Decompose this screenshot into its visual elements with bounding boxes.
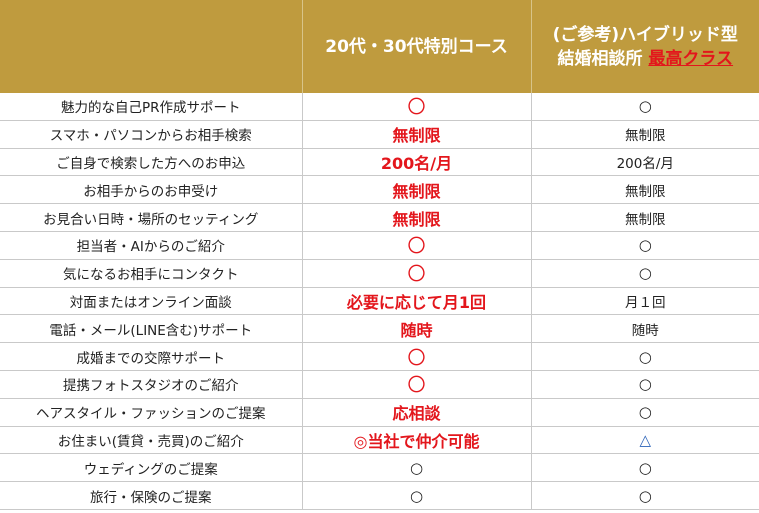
hybrid-course-value: ○	[530, 93, 759, 121]
row-label: お見合い日時・場所のセッティング	[0, 203, 303, 232]
special-course-value: 〇	[301, 369, 532, 399]
table-row: ヘアスタイル・ファッションのご提案 応相談 ○	[0, 397, 759, 427]
header-top-class-highlight: 最高クラス	[648, 48, 734, 69]
table-row: お住まい(賃貸・売買)のご紹介 ◎当社で仲介可能 △	[0, 425, 759, 455]
row-label: スマホ・パソコンからお相手検索	[0, 119, 303, 149]
table-row: 成婚までの交際サポート 〇 ○	[0, 342, 759, 371]
row-label: 魅力的な自己PR作成サポート	[0, 93, 303, 121]
special-course-value: 無制限	[301, 119, 532, 149]
hybrid-course-value: 月１回	[530, 286, 759, 316]
hybrid-course-value: ○	[530, 342, 759, 371]
special-course-value: 〇	[301, 93, 532, 121]
special-course-value: 無制限	[301, 175, 532, 205]
table-row: ウェディングのご提案 ○ ○	[0, 453, 759, 483]
row-label: ご自身で検索した方へのお申込	[0, 147, 303, 177]
special-course-value: ○	[301, 453, 532, 483]
header-hybrid-course: (ご参考)ハイブリッド型 結婚相談所 最高クラス	[531, 0, 759, 93]
header-hybrid-line2: 結婚相談所 最高クラス	[532, 47, 759, 71]
table-row: 対面またはオンライン面談 必要に応じて月1回 月１回	[0, 286, 759, 316]
hybrid-course-value: ○	[530, 481, 759, 510]
row-label: 電話・メール(LINE含む)サポート	[0, 314, 303, 344]
header-row: 20代・30代特別コース (ご参考)ハイブリッド型 結婚相談所 最高クラス	[0, 0, 759, 93]
hybrid-course-value: ○	[530, 453, 759, 483]
hybrid-course-value: 無制限	[530, 119, 759, 149]
row-label: 成婚までの交際サポート	[0, 342, 303, 371]
table-row: 魅力的な自己PR作成サポート 〇 ○	[0, 93, 759, 121]
header-hybrid-prefix: 結婚相談所	[557, 48, 649, 69]
special-course-value: 〇	[301, 342, 532, 371]
table-row: スマホ・パソコンからお相手検索 無制限 無制限	[0, 119, 759, 149]
hybrid-course-value: ○	[530, 258, 759, 288]
special-course-value: ○	[301, 481, 532, 510]
special-course-value: 200名/月	[301, 147, 532, 177]
special-course-value: 必要に応じて月1回	[301, 286, 532, 316]
hybrid-course-value: 無制限	[530, 203, 759, 232]
header-special-course: 20代・30代特別コース	[302, 0, 532, 93]
row-label: 担当者・AIからのご紹介	[0, 230, 303, 260]
row-label: 提携フォトスタジオのご紹介	[0, 369, 303, 399]
row-label: 気になるお相手にコンタクト	[0, 258, 303, 288]
hybrid-course-value: 無制限	[530, 175, 759, 205]
row-label: 対面またはオンライン面談	[0, 286, 303, 316]
hybrid-course-value: 随時	[530, 314, 759, 344]
hybrid-course-value: 200名/月	[530, 147, 759, 177]
table-row: 電話・メール(LINE含む)サポート 随時 随時	[0, 314, 759, 344]
header-empty-cell	[0, 0, 303, 93]
hybrid-course-value: ○	[530, 230, 759, 260]
special-course-value: 無制限	[301, 203, 532, 232]
table-row: 旅行・保険のご提案 ○ ○	[0, 481, 759, 510]
special-course-value: 随時	[301, 314, 532, 344]
table-row: 提携フォトスタジオのご紹介 〇 ○	[0, 369, 759, 399]
hybrid-course-value: ○	[530, 369, 759, 399]
row-label: ヘアスタイル・ファッションのご提案	[0, 397, 303, 427]
special-course-value: 応相談	[301, 397, 532, 427]
header-hybrid-line1: (ご参考)ハイブリッド型	[552, 24, 738, 45]
table-row: ご自身で検索した方へのお申込 200名/月 200名/月	[0, 147, 759, 177]
special-course-value: 〇	[301, 230, 532, 260]
table-row: 気になるお相手にコンタクト 〇 ○	[0, 258, 759, 288]
table-row: 担当者・AIからのご紹介 〇 ○	[0, 230, 759, 260]
hybrid-course-value: ○	[530, 397, 759, 427]
hybrid-course-value: △	[530, 425, 759, 455]
table-row: お見合い日時・場所のセッティング 無制限 無制限	[0, 203, 759, 232]
special-course-value: ◎当社で仲介可能	[301, 425, 532, 455]
row-label: お相手からのお申受け	[0, 175, 303, 205]
row-label: ウェディングのご提案	[0, 453, 303, 483]
row-label: 旅行・保険のご提案	[0, 481, 303, 510]
special-course-value: 〇	[301, 258, 532, 288]
row-label: お住まい(賃貸・売買)のご紹介	[0, 425, 303, 455]
table-row: お相手からのお申受け 無制限 無制限	[0, 175, 759, 205]
